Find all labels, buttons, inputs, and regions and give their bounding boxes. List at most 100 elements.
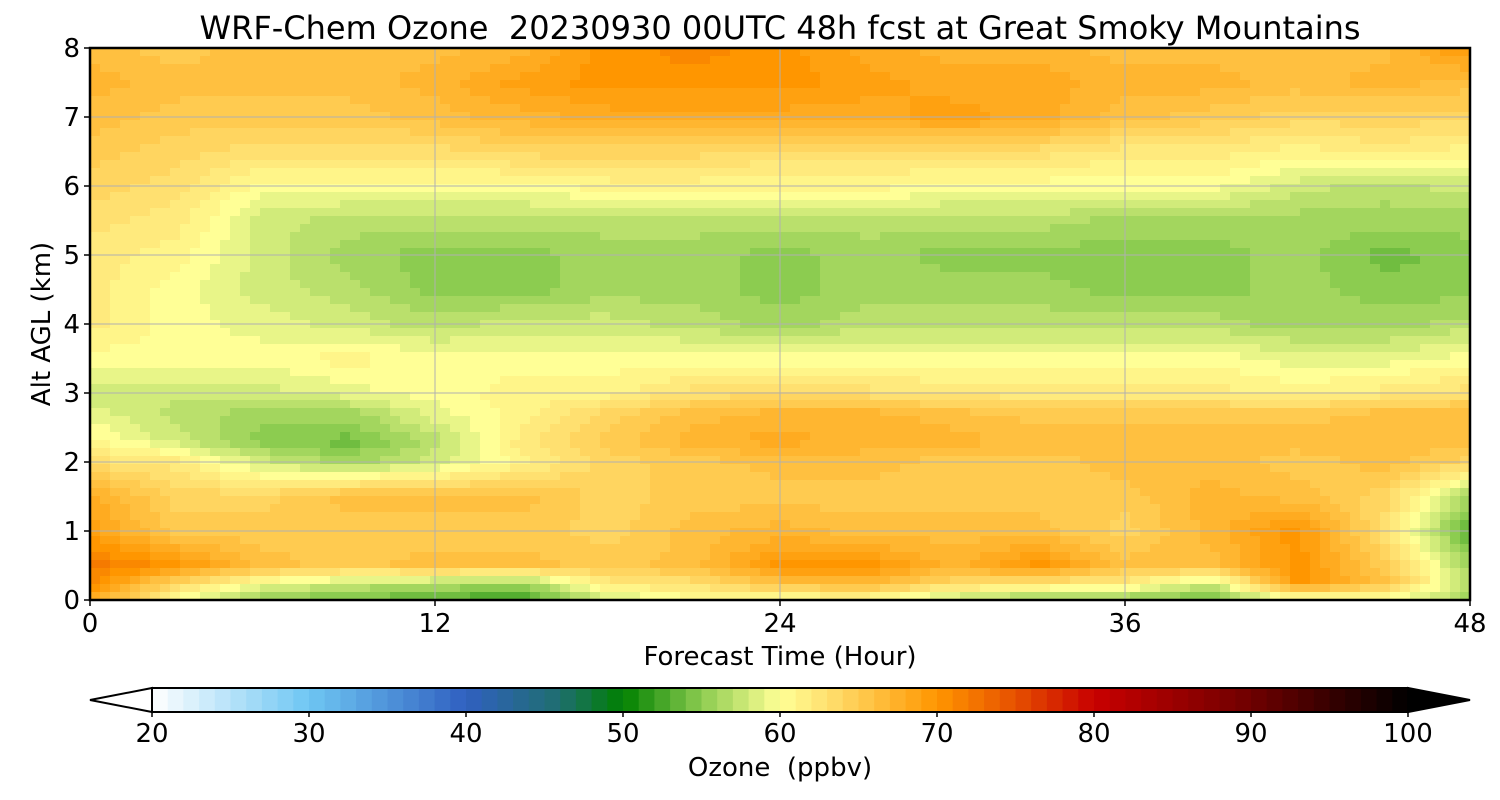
ozone-cell xyxy=(1310,280,1321,289)
ozone-cell xyxy=(250,64,261,73)
ozone-cell xyxy=(670,88,681,97)
ozone-cell xyxy=(1370,152,1381,161)
ozone-cell xyxy=(1270,232,1281,241)
ozone-cell xyxy=(960,184,971,193)
ozone-cell xyxy=(1260,312,1271,321)
ozone-cell xyxy=(1420,56,1431,65)
ozone-cell xyxy=(450,80,461,89)
ozone-cell xyxy=(1360,152,1371,161)
ozone-cell xyxy=(590,168,601,177)
ozone-cell xyxy=(210,152,221,161)
ozone-cell xyxy=(1360,296,1371,305)
ozone-cell xyxy=(140,136,151,145)
ozone-cell xyxy=(830,72,841,81)
ozone-cell xyxy=(1460,280,1470,289)
ozone-cell xyxy=(1050,72,1061,81)
ozone-cell xyxy=(340,312,351,321)
ozone-cell xyxy=(970,232,981,241)
ozone-cell xyxy=(320,56,331,65)
ozone-cell xyxy=(1310,248,1321,257)
ozone-cell xyxy=(160,176,171,185)
ozone-cell xyxy=(840,272,851,281)
ozone-cell xyxy=(340,192,351,201)
ozone-cell xyxy=(330,136,341,145)
ozone-cell xyxy=(820,48,831,57)
ozone-cell xyxy=(1270,296,1281,305)
ozone-cell xyxy=(590,88,601,97)
ozone-cell xyxy=(220,208,231,217)
ozone-cell xyxy=(360,120,371,129)
ozone-cell xyxy=(780,120,791,129)
ozone-cell xyxy=(1340,120,1351,129)
ozone-cell xyxy=(650,104,661,113)
ozone-cell xyxy=(660,240,671,249)
ozone-cell xyxy=(1080,264,1091,273)
ozone-cell xyxy=(590,136,601,145)
ozone-cell xyxy=(830,240,841,249)
ozone-cell xyxy=(240,248,251,257)
ozone-cell xyxy=(710,296,721,305)
ozone-cell xyxy=(660,96,671,105)
ozone-cell xyxy=(970,184,981,193)
ozone-cell xyxy=(970,200,981,209)
ozone-cell xyxy=(950,296,961,305)
ozone-cell xyxy=(610,80,621,89)
ozone-cell xyxy=(1330,64,1341,73)
ozone-cell xyxy=(850,256,861,265)
ozone-cell xyxy=(1440,264,1451,273)
ozone-cell xyxy=(280,200,291,209)
ozone-cell xyxy=(1080,64,1091,73)
ozone-cell xyxy=(140,200,151,209)
ozone-cell xyxy=(600,128,611,137)
ozone-cell xyxy=(810,272,821,281)
ozone-cell xyxy=(1180,136,1191,145)
ozone-cell xyxy=(310,88,321,97)
ozone-cell xyxy=(1300,256,1311,265)
ozone-cell xyxy=(1140,264,1151,273)
ozone-cell xyxy=(1180,72,1191,81)
ozone-cell xyxy=(1310,80,1321,89)
ozone-cell xyxy=(1320,152,1331,161)
ozone-cell xyxy=(230,208,241,217)
ozone-cell xyxy=(1380,72,1391,81)
ozone-cell xyxy=(1250,240,1261,249)
ozone-cell xyxy=(1260,64,1271,73)
ozone-cell xyxy=(940,184,951,193)
ozone-cell xyxy=(560,112,571,121)
ozone-cell xyxy=(340,288,351,297)
ozone-cell xyxy=(330,272,341,281)
ozone-cell xyxy=(90,48,101,57)
ozone-cell xyxy=(1270,72,1281,81)
ozone-cell xyxy=(820,112,831,121)
ozone-cell xyxy=(1220,152,1231,161)
ozone-cell xyxy=(1060,72,1071,81)
ozone-cell xyxy=(1170,192,1181,201)
ozone-cell xyxy=(540,136,551,145)
ozone-cell xyxy=(400,216,411,225)
ozone-cell xyxy=(280,96,291,105)
ozone-cell xyxy=(140,72,151,81)
ozone-cell xyxy=(700,208,711,217)
ozone-cell xyxy=(1000,80,1011,89)
ozone-cell xyxy=(280,160,291,169)
ozone-cell xyxy=(170,296,181,305)
ozone-cell xyxy=(660,168,671,177)
ozone-cell xyxy=(1030,56,1041,65)
ozone-cell xyxy=(990,184,1001,193)
ozone-cell xyxy=(250,264,261,273)
ozone-cell xyxy=(1310,152,1321,161)
ozone-cell xyxy=(240,304,251,313)
ozone-cell xyxy=(310,232,321,241)
ozone-cell xyxy=(110,88,121,97)
ozone-cell xyxy=(680,248,691,257)
ozone-cell xyxy=(1290,64,1301,73)
ozone-cell xyxy=(1190,240,1201,249)
ozone-cell xyxy=(260,56,271,65)
ozone-cell xyxy=(810,72,821,81)
ozone-cell xyxy=(390,104,401,113)
ozone-cell xyxy=(1160,312,1171,321)
ozone-cell xyxy=(410,216,421,225)
ozone-cell xyxy=(310,136,321,145)
ozone-cell xyxy=(1210,240,1221,249)
ozone-cell xyxy=(1050,272,1061,281)
